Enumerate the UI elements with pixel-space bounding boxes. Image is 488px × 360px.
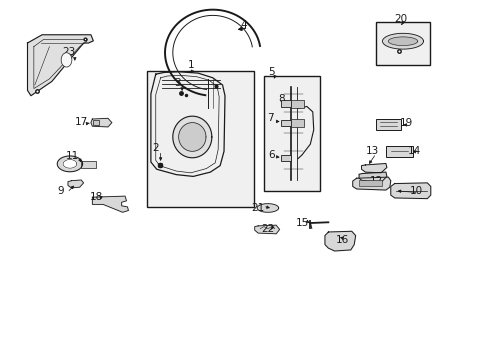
Bar	[375, 22, 429, 65]
Bar	[280, 120, 291, 126]
Text: 2: 2	[152, 143, 159, 153]
Polygon shape	[390, 183, 430, 199]
Text: 9: 9	[58, 186, 64, 196]
Text: 23: 23	[62, 46, 76, 57]
Text: 1: 1	[187, 60, 194, 70]
Polygon shape	[358, 172, 386, 181]
Text: 19: 19	[399, 118, 412, 128]
Polygon shape	[361, 163, 386, 173]
Polygon shape	[91, 118, 112, 127]
Text: 18: 18	[89, 192, 102, 202]
Polygon shape	[63, 159, 77, 168]
Bar	[291, 100, 303, 108]
Bar	[264, 76, 320, 191]
Polygon shape	[325, 231, 355, 251]
Text: 17: 17	[74, 117, 87, 127]
Bar	[375, 119, 400, 130]
Text: 12: 12	[369, 176, 382, 186]
Polygon shape	[172, 116, 211, 158]
Polygon shape	[57, 156, 82, 172]
Text: 3: 3	[174, 78, 180, 88]
Text: 10: 10	[409, 186, 422, 196]
Text: 15: 15	[295, 218, 308, 228]
Text: 13: 13	[365, 145, 378, 156]
Polygon shape	[387, 37, 417, 45]
Bar	[280, 155, 291, 161]
Text: 6: 6	[268, 150, 275, 160]
Text: 14: 14	[407, 145, 420, 156]
Text: 8: 8	[278, 94, 285, 104]
Bar	[358, 180, 382, 186]
Bar	[93, 120, 99, 125]
Bar	[385, 146, 412, 157]
Bar	[291, 119, 303, 127]
Polygon shape	[254, 225, 279, 234]
Bar	[147, 71, 254, 207]
Ellipse shape	[61, 53, 72, 67]
Polygon shape	[178, 123, 205, 151]
Text: 7: 7	[267, 113, 274, 123]
Text: 11: 11	[66, 150, 80, 161]
Polygon shape	[27, 35, 93, 96]
Polygon shape	[257, 204, 278, 212]
Polygon shape	[92, 196, 128, 212]
Polygon shape	[352, 177, 390, 190]
Polygon shape	[68, 180, 83, 188]
Text: 21: 21	[251, 203, 264, 213]
Text: 16: 16	[335, 235, 348, 245]
Bar	[280, 100, 291, 107]
Text: 22: 22	[261, 224, 274, 234]
Text: 5: 5	[268, 67, 275, 77]
Polygon shape	[382, 33, 423, 49]
Text: 20: 20	[393, 14, 407, 24]
Bar	[81, 161, 96, 168]
Text: 4: 4	[240, 20, 246, 30]
